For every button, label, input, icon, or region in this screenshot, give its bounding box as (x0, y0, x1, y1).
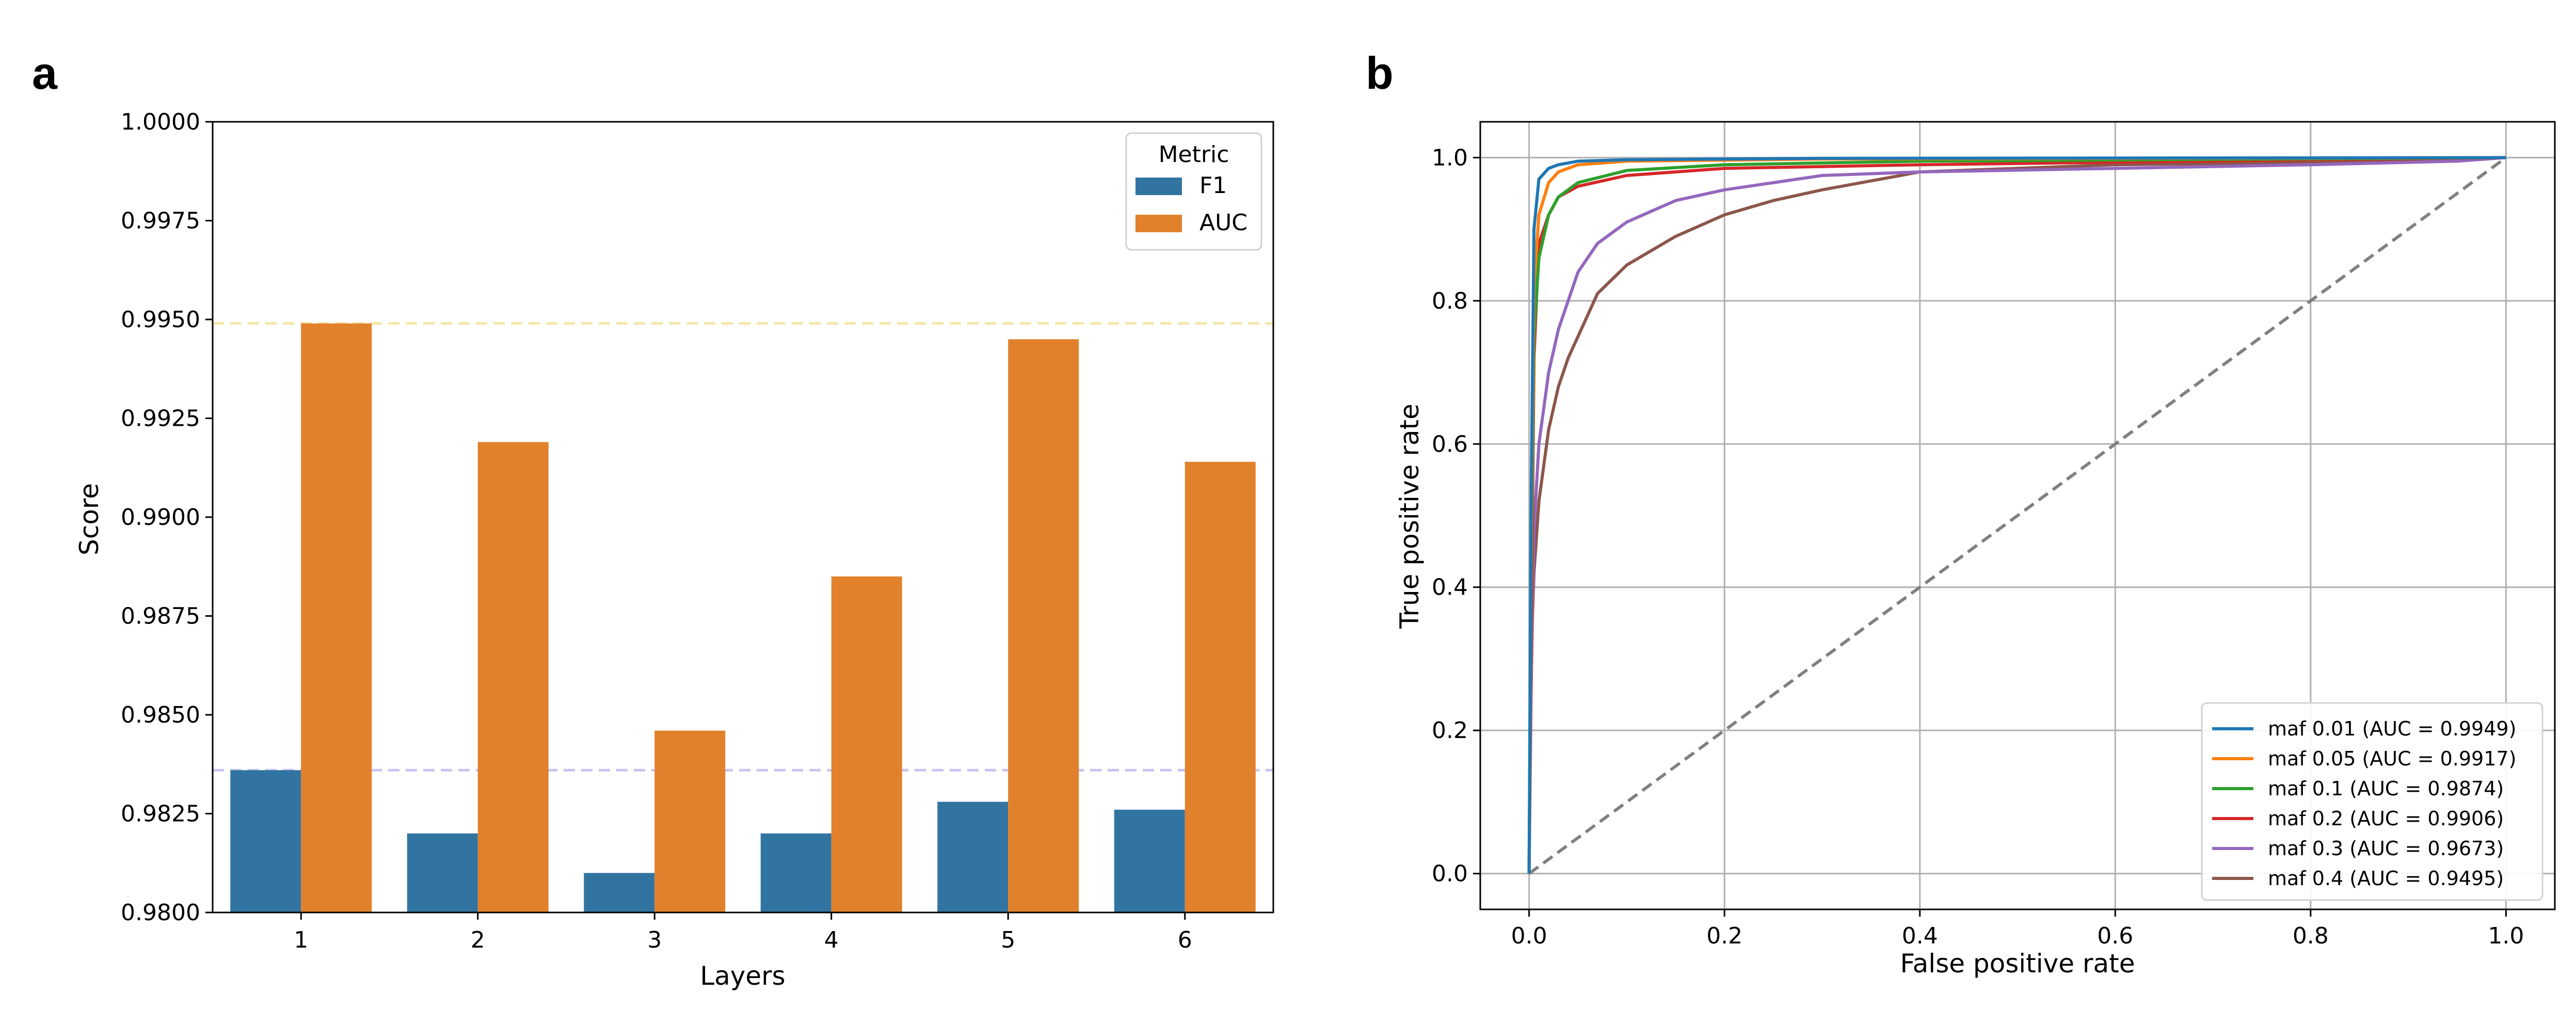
bar-auc-layer-5 (1008, 339, 1079, 912)
bar-f1-layer-6 (1114, 809, 1185, 912)
legend-label: maf 0.05 (AUC = 0.9917) (2268, 747, 2516, 770)
bar-auc-layer-2 (477, 442, 549, 912)
y-tick-label: 0.9925 (121, 406, 200, 432)
legend-label: maf 0.2 (AUC = 0.9906) (2268, 807, 2504, 830)
legend-label: maf 0.3 (AUC = 0.9673) (2268, 837, 2504, 860)
x-tick-label: 0.2 (1706, 923, 1742, 949)
x-axis-label-a: Layers (700, 961, 785, 991)
y-tick-label: 0.9975 (121, 208, 200, 234)
y-tick-label: 0.9825 (121, 801, 200, 827)
x-tick-label: 0.0 (1511, 923, 1547, 949)
x-tick-label: 2 (471, 927, 485, 953)
plot-frame-a (212, 121, 1274, 914)
y-tick-label: 1.0000 (121, 109, 200, 135)
legend-swatch-f1 (1135, 178, 1182, 195)
bar-auc-layer-1 (301, 323, 372, 913)
y-tick-label: 0.9850 (121, 702, 200, 728)
legend-label: maf 0.01 (AUC = 0.9949) (2268, 717, 2516, 740)
bar-f1-layer-5 (937, 802, 1009, 912)
x-tick-label: 0.8 (2293, 923, 2329, 949)
y-tick-label: 0.9800 (121, 900, 200, 926)
x-tick-label: 4 (824, 927, 839, 953)
panel-a-label: a (32, 47, 58, 99)
legend-title: Metric (1159, 141, 1229, 168)
legend-label-f1: F1 (1199, 172, 1227, 199)
panel-b-label: b (1366, 47, 1394, 99)
x-tick-label: 5 (1001, 927, 1015, 953)
legend-box-b (2201, 702, 2543, 901)
bar-f1-layer-3 (584, 873, 655, 912)
bar-auc-layer-6 (1185, 461, 1256, 912)
y-axis-label-a: Score (74, 483, 104, 555)
y-tick-label: 0.9875 (121, 603, 200, 630)
x-tick-label: 1.0 (2488, 923, 2524, 949)
bar-chart-layers: 1 2 3 4 5 6 0.9800 0.9825 0.9850 0.9875 0.9900 0.99… (121, 109, 1274, 953)
x-axis-label-b: False positive rate (1900, 949, 2135, 979)
x-tick-label: 0.4 (1902, 923, 1938, 949)
bar-f1-layer-1 (230, 770, 301, 912)
bar-auc-layer-4 (831, 576, 902, 912)
bar-f1-layer-4 (760, 833, 831, 912)
y-tick-label: 0.9900 (121, 504, 200, 531)
x-tick-label: 6 (1178, 927, 1192, 953)
y-tick-label: 1.0 (1432, 145, 1468, 171)
x-tick-label: 1 (294, 927, 308, 953)
y-tick-label: 0.4 (1432, 574, 1468, 601)
roc-chart: 0.0 0.2 0.4 0.6 0.8 1.0 0.0 0.2 0.4 0.6 0.8 1.0 maf … (1432, 121, 2556, 949)
y-tick-label: 0.2 (1432, 717, 1468, 744)
legend-label-auc: AUC (1199, 210, 1247, 236)
roc-curve-maf-0-01 (1527, 156, 2506, 874)
y-axis-label-b: True positive rate (1395, 404, 1425, 629)
bar-auc-layer-3 (654, 730, 726, 912)
roc-curve-maf-0-3 (1527, 156, 2506, 874)
plot-frame-b (1479, 121, 2556, 910)
legend-label: maf 0.1 (AUC = 0.9874) (2268, 777, 2504, 800)
y-tick-label: 0.9950 (121, 307, 200, 333)
bar-f1-layer-2 (407, 833, 478, 912)
y-tick-label: 0.6 (1432, 431, 1468, 457)
legend-label: maf 0.4 (AUC = 0.9495) (2268, 867, 2504, 890)
x-tick-label: 0.6 (2097, 923, 2133, 949)
y-tick-label: 0.0 (1432, 861, 1468, 887)
y-tick-label: 0.8 (1432, 288, 1468, 314)
diagonal-reference-line (1528, 156, 2507, 875)
legend-swatch-auc (1135, 215, 1182, 232)
x-tick-label: 3 (647, 927, 662, 953)
